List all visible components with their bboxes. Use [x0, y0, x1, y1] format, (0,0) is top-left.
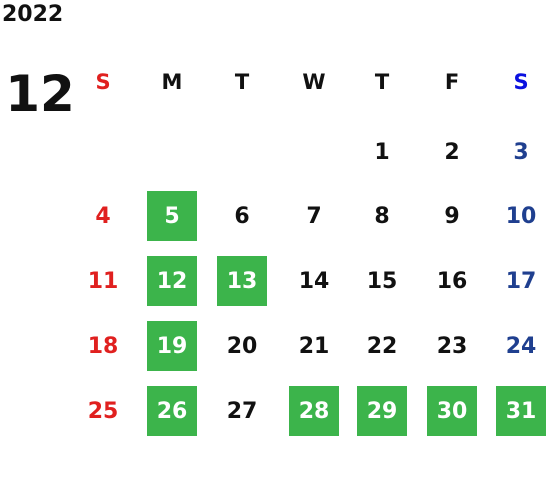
day: 9: [444, 203, 460, 229]
highlighted-day: 29: [357, 386, 407, 436]
highlighted-day: 12: [147, 256, 197, 306]
day: 10: [505, 203, 537, 229]
day: 6: [234, 203, 250, 229]
day: 11: [87, 268, 119, 294]
day: 18: [87, 333, 119, 359]
day: 1: [374, 139, 390, 165]
month: 12: [5, 65, 75, 123]
day: 7: [306, 203, 322, 229]
day: 16: [436, 268, 468, 294]
day: 4: [95, 203, 111, 229]
weekday-header: S: [513, 70, 529, 94]
day: 15: [366, 268, 398, 294]
weekday-header: S: [95, 70, 111, 94]
highlighted-day: 26: [147, 386, 197, 436]
day: 14: [298, 268, 330, 294]
day: 25: [87, 398, 119, 424]
day: 2: [444, 139, 460, 165]
weekday-header: W: [302, 70, 326, 94]
day: 23: [436, 333, 468, 359]
highlighted-day: 19: [147, 321, 197, 371]
highlighted-day: 28: [289, 386, 339, 436]
day: 27: [226, 398, 258, 424]
weekday-header: F: [444, 70, 460, 94]
day: 22: [366, 333, 398, 359]
day: 3: [513, 139, 529, 165]
day: 8: [374, 203, 390, 229]
weekday-header: T: [234, 70, 250, 94]
highlighted-day: 31: [496, 386, 546, 436]
highlighted-day: 13: [217, 256, 267, 306]
highlighted-day: 5: [147, 191, 197, 241]
year: 2022: [2, 2, 64, 27]
weekday-header: T: [374, 70, 390, 94]
highlighted-day: 30: [427, 386, 477, 436]
weekday-header: M: [161, 70, 183, 94]
day: 17: [505, 268, 537, 294]
day: 24: [505, 333, 537, 359]
day: 21: [298, 333, 330, 359]
day: 20: [226, 333, 258, 359]
